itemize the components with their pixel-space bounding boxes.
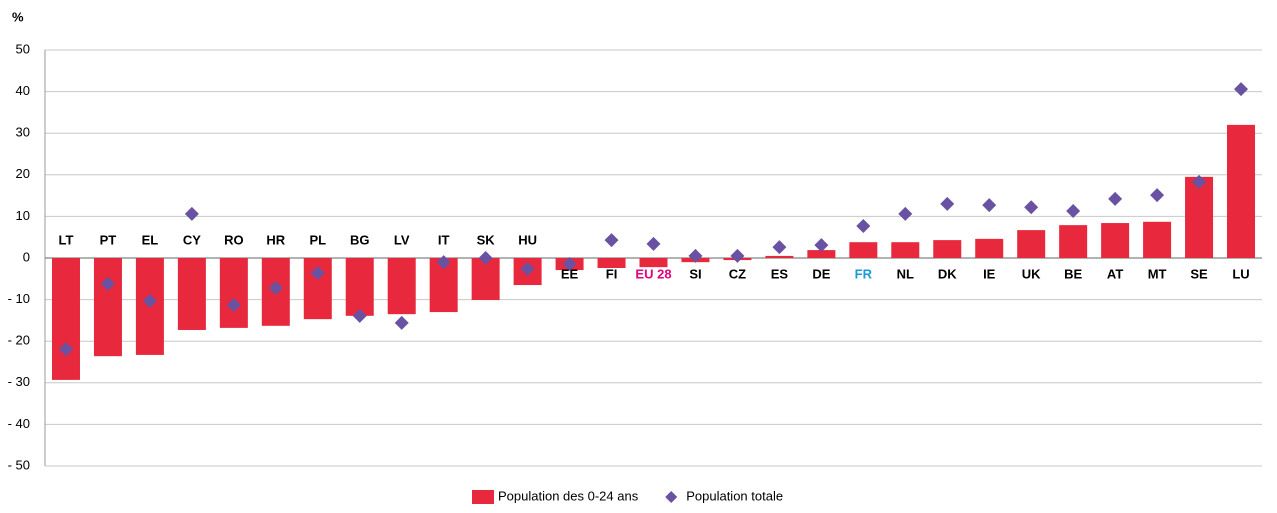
diamond-marker bbox=[814, 238, 829, 253]
legend-swatch bbox=[665, 491, 678, 503]
y-tick-label: - 20 bbox=[8, 333, 30, 348]
y-axis-label: % bbox=[12, 9, 24, 24]
diamond-marker bbox=[772, 240, 787, 255]
bar bbox=[93, 258, 122, 357]
diamond-marker bbox=[856, 218, 871, 233]
bar bbox=[765, 255, 794, 258]
x-tick-label: IT bbox=[438, 232, 450, 247]
y-tick-label: 30 bbox=[16, 125, 30, 140]
diamond-marker bbox=[100, 276, 115, 291]
x-tick-label: BE bbox=[1064, 266, 1082, 281]
x-tick-label: CZ bbox=[729, 266, 746, 281]
bar bbox=[891, 242, 920, 258]
bar bbox=[219, 258, 248, 328]
diamond-marker bbox=[394, 315, 409, 330]
x-tick-label: UK bbox=[1022, 266, 1041, 281]
diamond-marker bbox=[226, 298, 241, 313]
x-tick-label: SI bbox=[689, 266, 701, 281]
bar bbox=[1227, 124, 1256, 258]
x-tick-label: LU bbox=[1232, 266, 1249, 281]
x-tick-label: IE bbox=[983, 266, 996, 281]
diamond-marker bbox=[142, 293, 157, 308]
bar bbox=[1185, 176, 1214, 258]
diamond-marker bbox=[520, 261, 535, 276]
bar bbox=[807, 250, 836, 258]
diamond-marker bbox=[184, 206, 199, 221]
x-tick-label: DE bbox=[812, 266, 830, 281]
legend-label: Population totale bbox=[686, 488, 783, 503]
x-tick-label: LV bbox=[394, 232, 410, 247]
y-tick-label: 20 bbox=[16, 166, 30, 181]
x-tick-label: FI bbox=[606, 266, 618, 281]
diamond-marker bbox=[604, 233, 619, 248]
y-tick-label: 40 bbox=[16, 83, 30, 98]
x-tick-label: ES bbox=[771, 266, 789, 281]
bar bbox=[1143, 221, 1172, 258]
y-tick-label: - 30 bbox=[8, 374, 30, 389]
diamond-marker bbox=[562, 256, 577, 271]
diamond-marker bbox=[58, 342, 73, 357]
y-tick-label: 10 bbox=[16, 208, 30, 223]
x-tick-label: LT bbox=[59, 232, 74, 247]
legend-swatch bbox=[472, 490, 494, 504]
x-tick-label: SK bbox=[477, 232, 496, 247]
y-tick-label: - 40 bbox=[8, 416, 30, 431]
diamond-marker bbox=[982, 198, 997, 213]
diamond-marker bbox=[478, 251, 493, 265]
x-tick-label: FR bbox=[855, 266, 873, 281]
y-tick-label: 0 bbox=[23, 249, 30, 264]
y-tick-label: - 10 bbox=[8, 291, 30, 306]
bar bbox=[1059, 225, 1088, 258]
diamond-marker bbox=[1234, 82, 1249, 97]
diamond-marker bbox=[1150, 188, 1165, 203]
bar bbox=[51, 258, 80, 380]
diamond-marker bbox=[730, 248, 745, 263]
bar bbox=[1017, 230, 1046, 258]
bar bbox=[849, 242, 878, 258]
bar bbox=[1101, 223, 1130, 258]
bar bbox=[387, 258, 416, 315]
diamond-marker bbox=[436, 255, 451, 270]
x-tick-label: MT bbox=[1148, 266, 1167, 281]
y-tick-label: - 50 bbox=[8, 457, 30, 472]
x-tick-label: AT bbox=[1107, 266, 1123, 281]
x-tick-label: SE bbox=[1190, 266, 1208, 281]
diamond-marker bbox=[646, 236, 661, 251]
x-tick-label: BG bbox=[350, 232, 370, 247]
diamond-marker bbox=[688, 248, 703, 263]
x-tick-label: EL bbox=[142, 232, 159, 247]
x-tick-label: EU 28 bbox=[635, 266, 671, 281]
x-tick-label: PL bbox=[309, 232, 326, 247]
y-tick-label: 50 bbox=[16, 41, 30, 56]
x-tick-label: PT bbox=[100, 232, 117, 247]
diamond-marker bbox=[352, 308, 367, 323]
diamond-marker bbox=[898, 206, 913, 221]
bar bbox=[345, 258, 374, 316]
bar bbox=[471, 258, 500, 301]
x-tick-label: DK bbox=[938, 266, 957, 281]
bar bbox=[933, 240, 962, 258]
bar bbox=[639, 258, 668, 268]
diamond-marker bbox=[1066, 203, 1081, 218]
bar bbox=[975, 238, 1004, 258]
x-tick-label: HU bbox=[518, 232, 537, 247]
legend-label: Population des 0-24 ans bbox=[498, 488, 639, 503]
diamond-marker bbox=[310, 265, 325, 280]
bar bbox=[177, 258, 206, 330]
bar bbox=[597, 258, 626, 268]
diamond-marker bbox=[1024, 200, 1039, 215]
x-tick-label: HR bbox=[266, 232, 285, 247]
diamond-marker bbox=[940, 196, 955, 211]
x-tick-label: EE bbox=[561, 266, 579, 281]
diamond-marker bbox=[1108, 191, 1123, 206]
diamond-marker bbox=[268, 280, 283, 295]
diamond-marker bbox=[1192, 174, 1207, 189]
x-tick-label: CY bbox=[183, 232, 201, 247]
x-tick-label: NL bbox=[897, 266, 914, 281]
x-tick-label: RO bbox=[224, 232, 244, 247]
